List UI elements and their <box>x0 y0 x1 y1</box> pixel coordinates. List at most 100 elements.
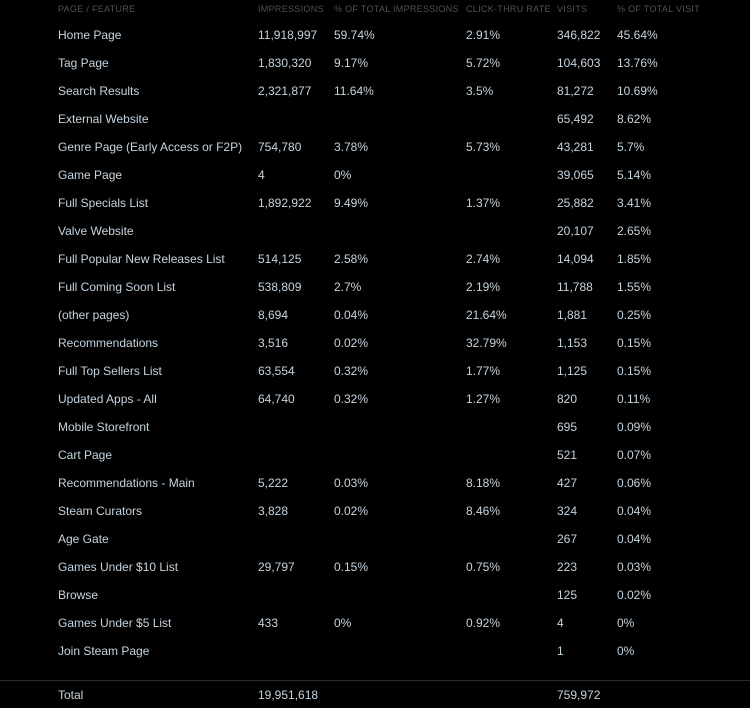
table-row: Mobile Storefront 695 0.09% <box>0 413 750 441</box>
cell-page-feature: Updated Apps - All <box>58 392 157 406</box>
cell-pct-impressions: 0% <box>334 168 352 182</box>
cell-pct-visits: 0.15% <box>617 336 652 350</box>
cell-pct-impressions: 2.58% <box>334 252 369 266</box>
column-header-click-thru-rate[interactable]: CLICK-THRU RATE <box>466 4 551 14</box>
cell-visits: 1,881 <box>557 308 588 322</box>
cell-click-thru-rate: 3.5% <box>466 84 494 98</box>
table-row: (other pages) 8,694 0.04% 21.64% 1,881 0.25% <box>0 301 750 329</box>
table-row: Updated Apps - All 64,740 0.32% 1.27% 820 0.1… <box>0 385 750 413</box>
cell-pct-visits: 0.03% <box>617 560 652 574</box>
cell-page-feature: Recommendations - Main <box>58 476 195 490</box>
cell-pct-visits: 0% <box>617 644 635 658</box>
column-header-page-feature[interactable]: PAGE / FEATURE <box>58 4 136 14</box>
cell-pct-visits: 0.04% <box>617 532 652 546</box>
table-row: Full Popular New Releases List 514,125 2.5… <box>0 245 750 273</box>
cell-pct-visits: 5.14% <box>617 168 652 182</box>
table-row: Genre Page (Early Access or F2P) 754,780 3… <box>0 133 750 161</box>
cell-impressions: 754,780 <box>258 140 302 154</box>
cell-visits: 11,788 <box>557 280 593 294</box>
cell-page-feature: Full Coming Soon List <box>58 280 176 294</box>
cell-pct-visits: 1.55% <box>617 280 652 294</box>
cell-impressions: 3,828 <box>258 504 289 518</box>
table-row: Games Under $10 List 29,797 0.15% 0.75% 223 0… <box>0 553 750 581</box>
cell-visits: 1,125 <box>557 364 588 378</box>
table-row: Full Top Sellers List 63,554 0.32% 1.77% 1,1… <box>0 357 750 385</box>
cell-visits: 39,065 <box>557 168 594 182</box>
cell-visits: 521 <box>557 448 578 462</box>
table-row: Home Page 11,918,997 59.74% 2.91% 346,822 45.… <box>0 21 750 49</box>
cell-impressions: 8,694 <box>258 308 289 322</box>
cell-click-thru-rate: 8.18% <box>466 476 501 490</box>
table-row: Full Specials List 1,892,922 9.49% 1.37% 25,… <box>0 189 750 217</box>
cell-visits: 104,603 <box>557 56 601 70</box>
cell-click-thru-rate: 1.77% <box>466 364 501 378</box>
table-row: Browse 125 0.02% <box>0 581 750 609</box>
cell-visits: 695 <box>557 420 578 434</box>
cell-click-thru-rate: 5.73% <box>466 140 501 154</box>
cell-pct-visits: 1.85% <box>617 252 652 266</box>
cell-pct-visits: 0% <box>617 616 635 630</box>
cell-pct-visits: 10.69% <box>617 84 658 98</box>
cell-pct-visits: 0.15% <box>617 364 652 378</box>
cell-pct-impressions: 2.7% <box>334 280 362 294</box>
cell-visits: 20,107 <box>557 224 594 238</box>
cell-pct-impressions: 3.78% <box>334 140 369 154</box>
cell-visits: 81,272 <box>557 84 594 98</box>
table-row: Games Under $5 List 433 0% 0.92% 4 0% <box>0 609 750 637</box>
table-row: Search Results 2,321,877 11.64% 3.5% 81,272 1… <box>0 77 750 105</box>
cell-pct-visits: 0.11% <box>617 392 651 406</box>
cell-page-feature: Games Under $10 List <box>58 560 179 574</box>
cell-visits: 125 <box>557 588 578 602</box>
table-row: Recommendations - Main 5,222 0.03% 8.18% 427… <box>0 469 750 497</box>
cell-pct-visits: 0.06% <box>617 476 652 490</box>
cell-pct-visits: 0.02% <box>617 588 652 602</box>
table-row: Join Steam Page 1 0% <box>0 637 750 665</box>
cell-impressions: 5,222 <box>258 476 289 490</box>
cell-pct-visits: 0.09% <box>617 420 652 434</box>
cell-visits: 14,094 <box>557 252 594 266</box>
column-header-visits[interactable]: VISITS <box>557 4 588 14</box>
cell-pct-visits: 8.62% <box>617 112 652 126</box>
cell-pct-visits: 5.7% <box>617 140 645 154</box>
cell-click-thru-rate: 1.37% <box>466 196 501 210</box>
table-row: External Website 65,492 8.62% <box>0 105 750 133</box>
column-header-pct-impressions[interactable]: % OF TOTAL IMPRESSIONS <box>334 4 459 14</box>
table-row: Recommendations 3,516 0.02% 32.79% 1,153 0.15… <box>0 329 750 357</box>
total-impressions: 19,951,618 <box>258 688 319 702</box>
cell-impressions: 1,892,922 <box>258 196 312 210</box>
column-header-impressions[interactable]: IMPRESSIONS <box>258 4 324 14</box>
cell-page-feature: Home Page <box>58 28 122 42</box>
table-row: Cart Page 521 0.07% <box>0 441 750 469</box>
table-row: Game Page 4 0% 39,065 5.14% <box>0 161 750 189</box>
cell-pct-impressions: 0.32% <box>334 364 369 378</box>
cell-pct-impressions: 0.15% <box>334 560 369 574</box>
cell-page-feature: Browse <box>58 588 99 602</box>
cell-page-feature: Age Gate <box>58 532 109 546</box>
column-header-pct-visits[interactable]: % OF TOTAL VISITS <box>617 4 700 14</box>
cell-click-thru-rate: 32.79% <box>466 336 507 350</box>
cell-click-thru-rate: 0.75% <box>466 560 501 574</box>
cell-pct-impressions: 0.32% <box>334 392 369 406</box>
cell-impressions: 3,516 <box>258 336 289 350</box>
cell-click-thru-rate: 2.74% <box>466 252 501 266</box>
cell-page-feature: Search Results <box>58 84 140 98</box>
cell-pct-visits: 0.25% <box>617 308 652 322</box>
cell-pct-visits: 3.41% <box>617 196 652 210</box>
cell-pct-impressions: 0.02% <box>334 336 369 350</box>
cell-click-thru-rate: 0.92% <box>466 616 501 630</box>
cell-page-feature: Full Popular New Releases List <box>58 252 225 266</box>
total-label: Total <box>58 688 84 702</box>
table-row: Valve Website 20,107 2.65% <box>0 217 750 245</box>
cell-click-thru-rate: 2.91% <box>466 28 501 42</box>
cell-impressions: 1,830,320 <box>258 56 312 70</box>
cell-pct-visits: 2.65% <box>617 224 652 238</box>
cell-page-feature: Game Page <box>58 168 123 182</box>
cell-visits: 820 <box>557 392 578 406</box>
cell-page-feature: Full Top Sellers List <box>58 364 162 378</box>
cell-page-feature: Tag Page <box>58 56 109 70</box>
cell-page-feature: Valve Website <box>58 224 134 238</box>
cell-visits: 43,281 <box>557 140 594 154</box>
cell-impressions: 538,809 <box>258 280 302 294</box>
table-row: Steam Curators 3,828 0.02% 8.46% 324 0.04% <box>0 497 750 525</box>
cell-impressions: 64,740 <box>258 392 295 406</box>
